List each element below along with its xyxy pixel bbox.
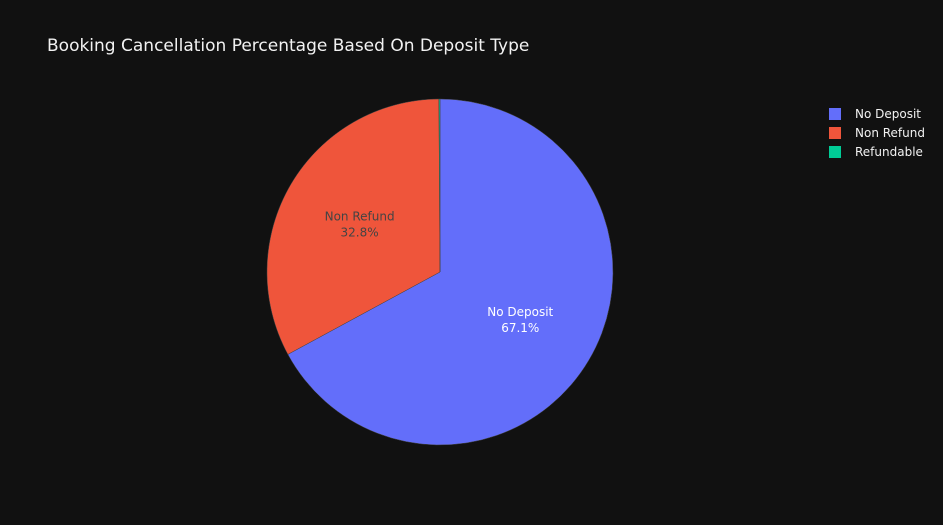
pie-slice-refundable[interactable] — [438, 98, 441, 273]
pie-slices — [266, 98, 614, 446]
pie-slice-labels: No Deposit 67.1% Non Refund 32.8% — [325, 209, 554, 334]
slice-label-no-deposit: No Deposit — [487, 305, 553, 319]
legend-item-non-refund[interactable]: Non Refund — [829, 126, 925, 140]
legend-swatch-non-refund — [829, 127, 841, 139]
legend-label-no-deposit: No Deposit — [855, 107, 921, 121]
chart-title: Booking Cancellation Percentage Based On… — [47, 36, 529, 56]
legend-swatch-refundable — [829, 146, 841, 158]
slice-label-non-refund: Non Refund — [325, 209, 395, 223]
legend-swatch-no-deposit — [829, 108, 841, 120]
pie-slice-no-deposit[interactable] — [287, 98, 614, 446]
legend-label-refundable: Refundable — [855, 145, 923, 159]
legend-item-no-deposit[interactable]: No Deposit — [829, 107, 921, 121]
legend-item-refundable[interactable]: Refundable — [829, 145, 923, 159]
slice-percent-no-deposit: 67.1% — [501, 321, 539, 335]
legend: No Deposit Non Refund Refundable — [829, 107, 925, 159]
legend-label-non-refund: Non Refund — [855, 126, 925, 140]
slice-percent-non-refund: 32.8% — [341, 225, 379, 239]
pie-slice-non-refund[interactable] — [266, 98, 441, 355]
